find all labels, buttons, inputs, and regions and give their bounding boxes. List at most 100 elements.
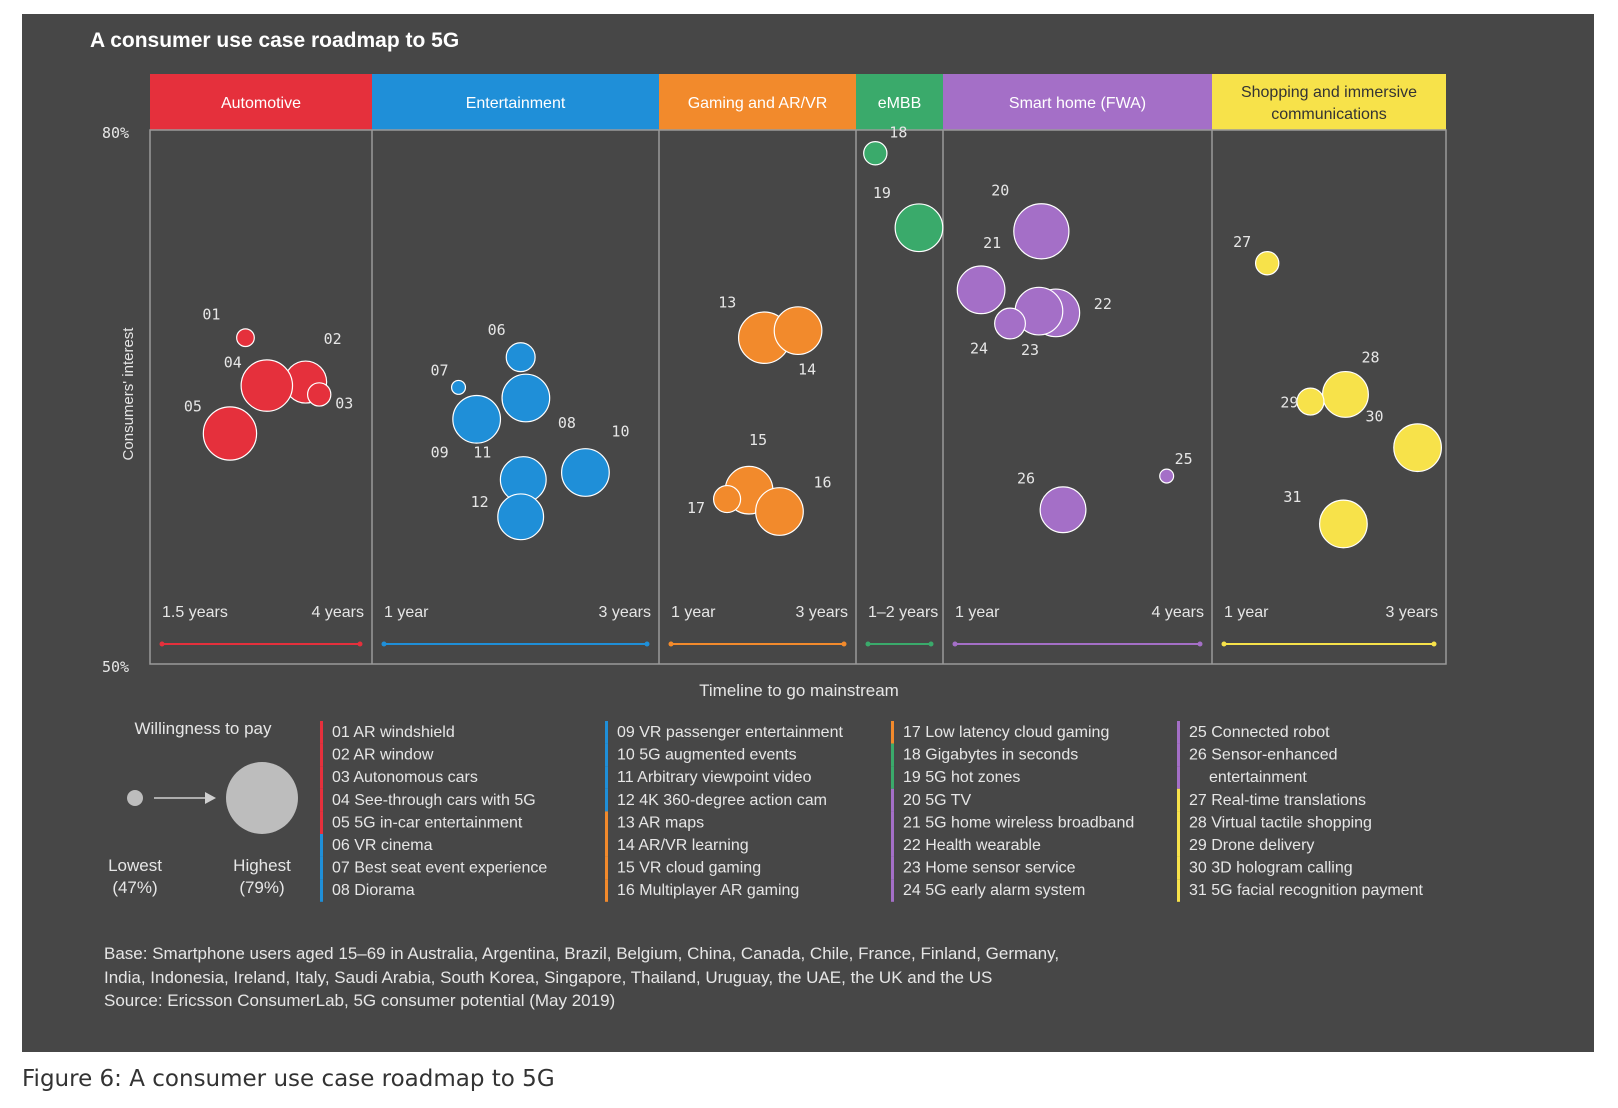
bubble-label-22: 22 — [1094, 295, 1112, 313]
bubble-label-01: 01 — [202, 306, 220, 324]
bubble-label-14: 14 — [798, 361, 816, 379]
bubble-label-24: 24 — [970, 340, 988, 358]
legend-item: 27 Real-time translations — [1189, 792, 1366, 809]
timeline-end-label: 3 years — [796, 604, 848, 621]
wtp-low-bubble — [127, 790, 143, 806]
category-header-label: Automotive — [221, 95, 301, 112]
legend-item: 11 Arbitrary viewpoint video — [617, 769, 812, 786]
legend-item: 22 Health wearable — [903, 837, 1041, 854]
figure-caption: Figure 6: A consumer use case roadmap to… — [22, 1066, 555, 1092]
legend-color-bar — [320, 721, 323, 744]
category-header-bg — [1212, 74, 1446, 130]
legend-item: 17 Low latency cloud gaming — [903, 724, 1109, 741]
bubble-08 — [501, 373, 551, 423]
bubble-label-26: 26 — [1017, 470, 1035, 488]
bubble-label-27: 27 — [1233, 233, 1251, 251]
legend-item: 07 Best seat event experience — [332, 860, 547, 877]
legend-item: 23 Home sensor service — [903, 860, 1076, 877]
bubble-label-29: 29 — [1280, 394, 1298, 412]
legend-color-bar — [1177, 834, 1180, 857]
legend-color-bar — [1177, 721, 1180, 744]
timeline-start-label: 1 year — [671, 604, 716, 621]
legend-color-bar — [605, 811, 608, 834]
legend-color-bar — [891, 856, 894, 880]
source-note: Base: Smartphone users aged 15–69 in Aus… — [104, 942, 1304, 1013]
bubble-10 — [561, 448, 610, 497]
bubble-label-16: 16 — [813, 473, 831, 491]
category-header-label: communications — [1271, 106, 1387, 123]
bubble-14 — [773, 306, 823, 356]
legend-item: 02 AR window — [332, 747, 434, 764]
timeline-end-dot — [357, 641, 363, 647]
bubble-28 — [1322, 370, 1369, 418]
bubble-25 — [1159, 468, 1175, 484]
base-note-line-1: Base: Smartphone users aged 15–69 in Aus… — [104, 944, 1060, 963]
timeline-start-dot — [381, 641, 387, 647]
category-header-label: Gaming and AR/VR — [688, 95, 828, 112]
bubble-label-25: 25 — [1175, 450, 1193, 468]
timeline-start-label: 1–2 years — [868, 604, 938, 621]
bubble-label-30: 30 — [1366, 408, 1384, 426]
bubble-chart: A consumer use case roadmap to 5G Automo… — [90, 29, 1447, 902]
legend-color-bar — [1177, 856, 1180, 880]
category-header-bg — [659, 74, 856, 130]
legend-item: 28 Virtual tactile shopping — [1189, 814, 1372, 831]
legend-item: 03 Autonomous cars — [332, 769, 478, 786]
wtp-arrow-head — [205, 792, 216, 804]
legend-item: 08 Diorama — [332, 882, 415, 899]
bubble-label-19: 19 — [873, 184, 891, 202]
wtp-title: Willingness to pay — [134, 719, 272, 738]
timeline-start-label: 1 year — [384, 604, 429, 621]
bubble-label-06: 06 — [488, 321, 506, 339]
legend-color-bar — [891, 834, 894, 857]
legend-item: 31 5G facial recognition payment — [1189, 882, 1423, 899]
bubble-label-10: 10 — [611, 422, 629, 440]
category-header-bg — [943, 74, 1212, 130]
bubble-label-28: 28 — [1361, 348, 1379, 366]
legend-item: entertainment — [1209, 769, 1307, 786]
bubble-26 — [1039, 486, 1087, 534]
legend-color-bar — [891, 743, 894, 767]
bubble-27 — [1254, 251, 1280, 276]
legend-item: 04 See-through cars with 5G — [332, 792, 536, 809]
legend-color-bar — [320, 834, 323, 857]
legend-color-bar — [891, 811, 894, 834]
legend-item: 26 Sensor-enhanced — [1189, 747, 1338, 764]
legend-item: 01 AR windshield — [332, 724, 455, 741]
bubble-31 — [1319, 499, 1368, 549]
bubbles: 01 02 03 04 05 06 07 08 09 10 11 12 13 14 15 16 17 18 19 20… — [184, 123, 1442, 549]
legend-item: 16 Multiplayer AR gaming — [617, 882, 799, 899]
legend-color-bar — [891, 766, 894, 789]
legend-item: 06 VR cinema — [332, 837, 433, 854]
legend-color-bar — [891, 788, 894, 812]
timeline-start-dot — [952, 641, 958, 647]
y-tick-label: 50% — [102, 658, 129, 676]
bubble-18 — [863, 141, 888, 166]
chart-panel: A consumer use case roadmap to 5G Automo… — [22, 14, 1594, 1052]
legend-color-bar — [891, 879, 894, 902]
legend-item: 21 5G home wireless broadband — [903, 814, 1134, 831]
bubble-12 — [497, 493, 545, 541]
category-headers: Automotive Entertainment Gaming and AR/VR e… — [150, 74, 1446, 130]
timeline-end-label: 3 years — [1386, 604, 1438, 621]
bubble-label-05: 05 — [184, 397, 202, 415]
legend-item: 24 5G early alarm system — [903, 882, 1085, 899]
timeline-start-label: 1 year — [955, 604, 1000, 621]
category-header-bg — [856, 74, 943, 130]
bubble-09 — [452, 394, 502, 444]
source-line: Source: Ericsson ConsumerLab, 5G consume… — [104, 991, 616, 1010]
category-header-bg — [150, 74, 372, 130]
legend-color-bar — [320, 766, 323, 789]
wtp-low-label: Lowest — [108, 856, 162, 875]
bubble-label-31: 31 — [1283, 488, 1301, 506]
x-axis-label: Timeline to go mainstream — [699, 681, 899, 700]
category-header-bg — [372, 74, 659, 130]
timeline-start-dot — [668, 641, 674, 647]
bubble-04 — [240, 359, 294, 412]
legend-item: 10 5G augmented events — [617, 747, 797, 764]
bubble-20 — [1013, 203, 1070, 260]
category-header-label: Entertainment — [466, 95, 566, 112]
bubble-label-04: 04 — [224, 354, 242, 372]
timeline-end-label: 4 years — [1152, 604, 1204, 621]
timeline-start-dot — [1221, 641, 1227, 647]
